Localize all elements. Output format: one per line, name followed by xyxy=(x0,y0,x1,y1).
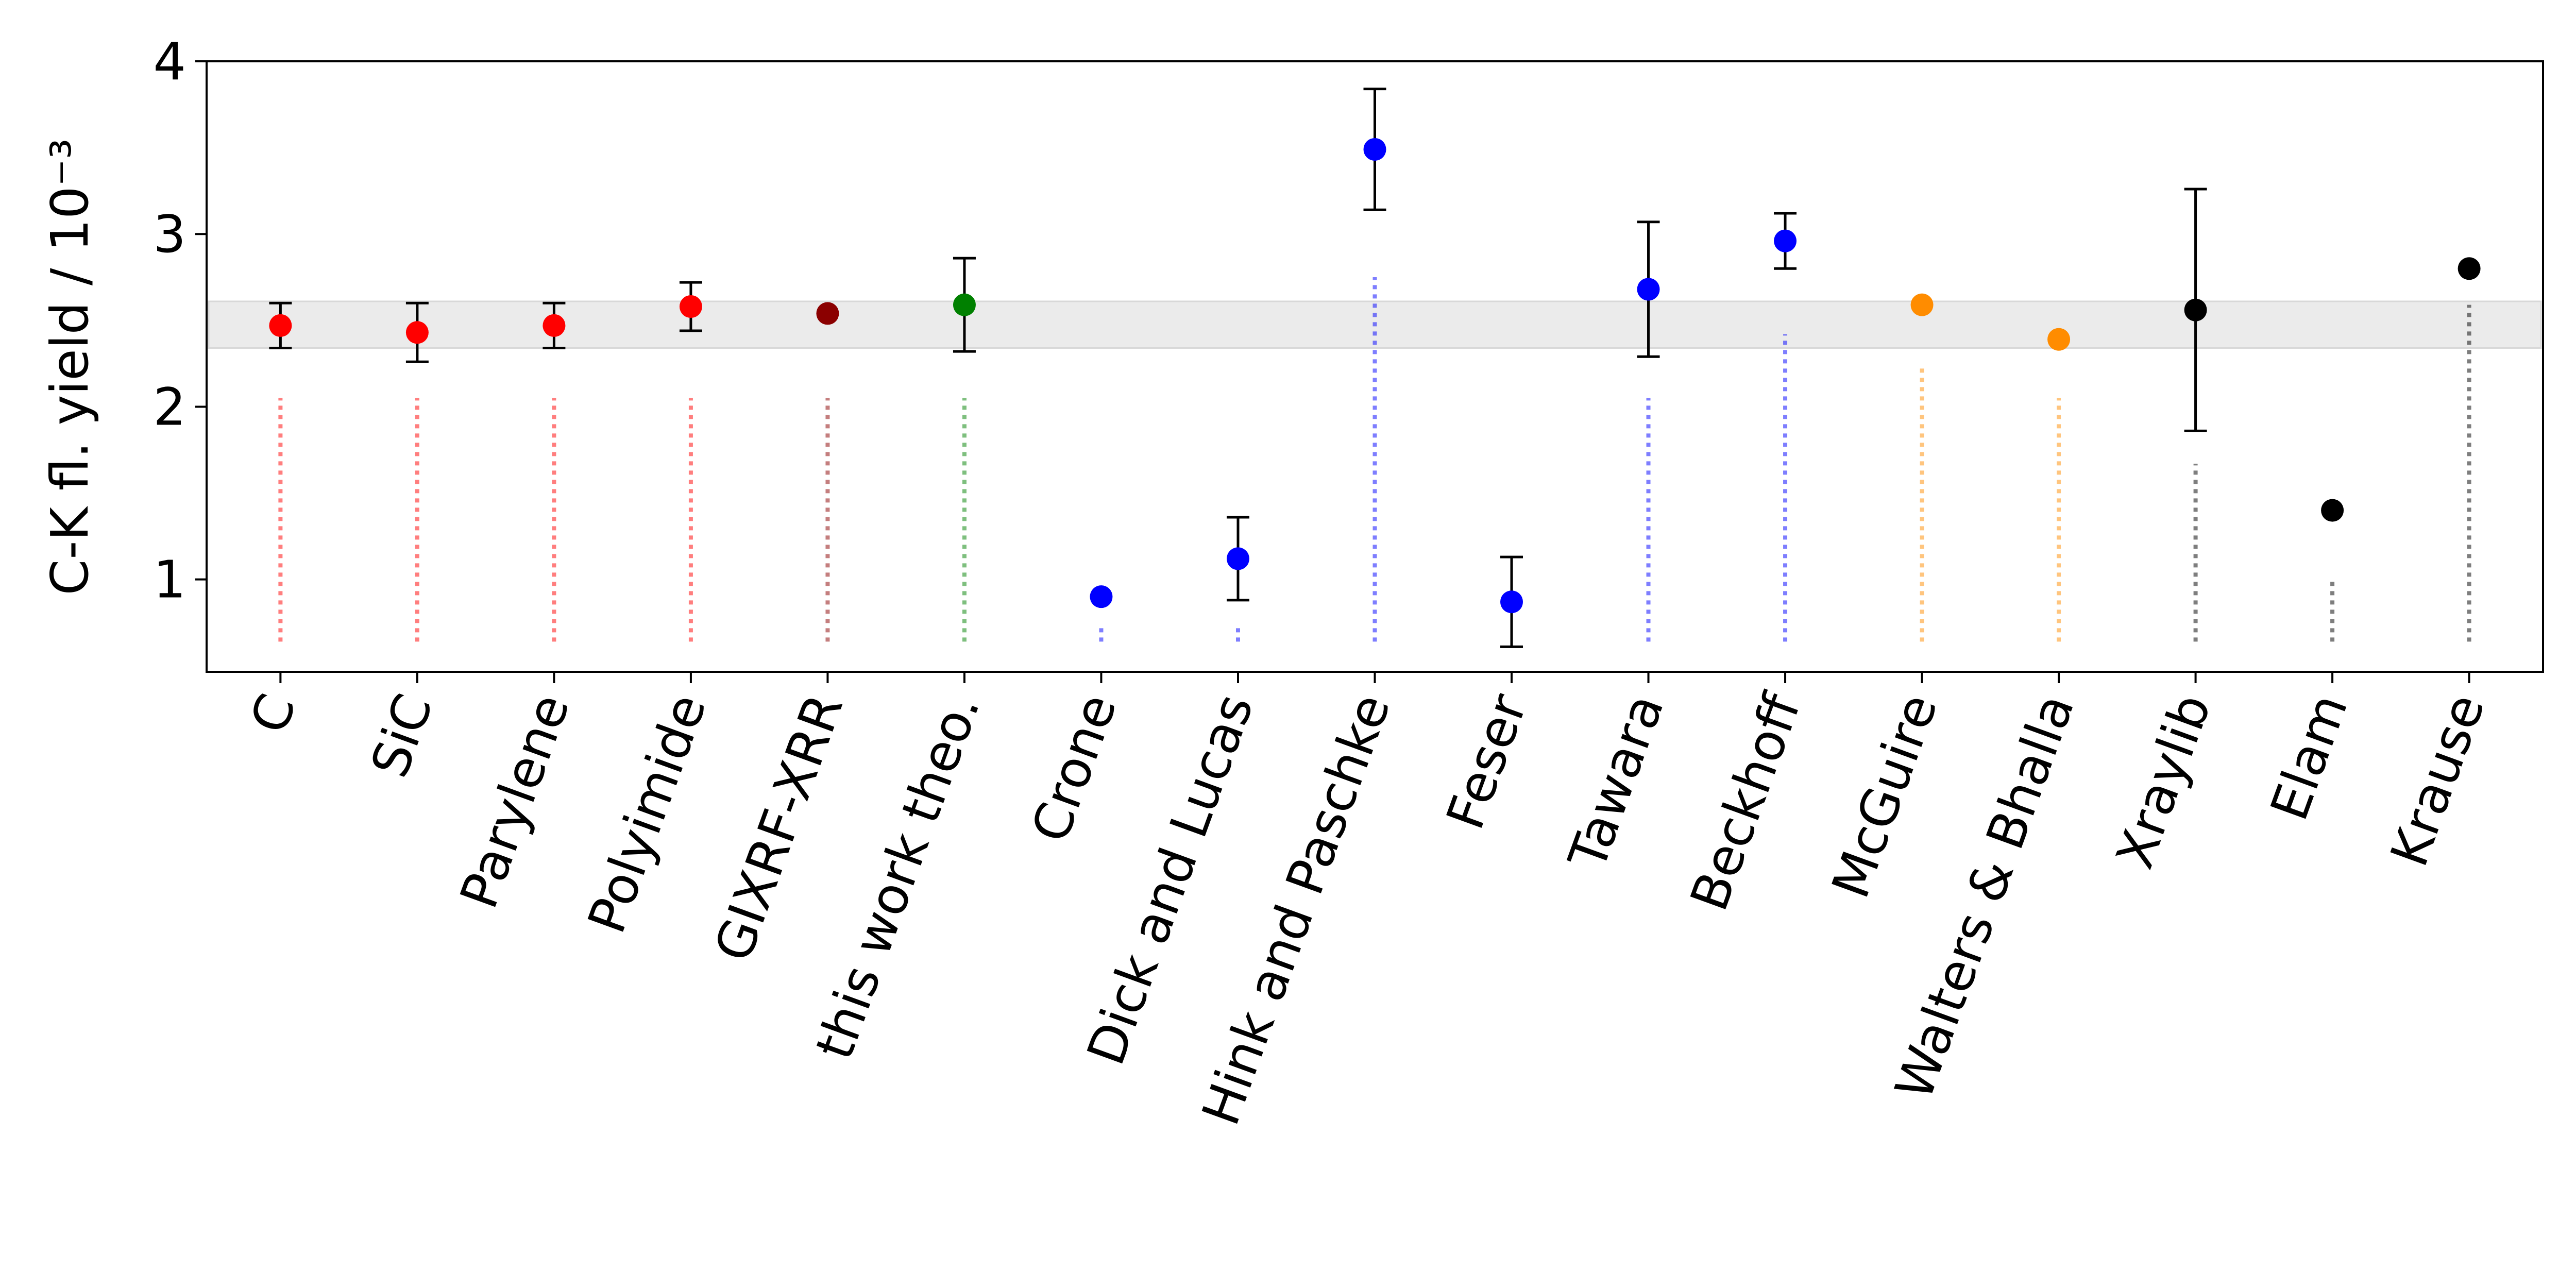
marker xyxy=(2321,499,2344,522)
marker xyxy=(1226,547,1249,570)
x-tick-label: Beckhoff xyxy=(1679,685,1812,918)
marker xyxy=(1090,585,1113,608)
y-tick-label: 1 xyxy=(153,550,186,610)
y-axis-label: C-K fl. yield / 10⁻³ xyxy=(40,139,100,596)
x-tick-label: McGuire xyxy=(1820,686,1949,906)
x-tick-label: Xraylib xyxy=(2105,686,2223,876)
marker xyxy=(1637,278,1660,301)
y-tick-label: 3 xyxy=(153,204,186,264)
marker xyxy=(1500,590,1523,614)
marker xyxy=(1910,293,1934,316)
x-tick-label: GIXRF-XRR xyxy=(703,686,855,969)
marker xyxy=(2184,298,2207,321)
y-tick-label: 4 xyxy=(153,31,186,92)
x-tick-label: Parylene xyxy=(448,686,581,916)
x-tick-label: Krause xyxy=(2379,686,2496,874)
marker xyxy=(269,314,292,337)
x-tick-label: Polyimide xyxy=(576,686,718,941)
plot-frame xyxy=(206,60,2544,673)
x-tick-label: C xyxy=(239,686,308,741)
marker xyxy=(953,293,976,316)
marker xyxy=(405,321,429,344)
marker xyxy=(2047,328,2071,351)
x-tick-label: SiC xyxy=(359,686,444,785)
marker xyxy=(543,314,566,337)
x-tick-label: Tawara xyxy=(1557,686,1675,877)
x-tick-label: Feser xyxy=(1435,686,1539,837)
marker xyxy=(1774,229,1797,252)
marker xyxy=(2458,257,2481,280)
x-tick-label: Elam xyxy=(2259,686,2359,828)
marker xyxy=(1363,138,1386,161)
marker xyxy=(679,295,702,318)
y-tick-label: 2 xyxy=(153,377,186,437)
x-tick-label: Crone xyxy=(1020,686,1128,850)
marker xyxy=(816,302,839,325)
